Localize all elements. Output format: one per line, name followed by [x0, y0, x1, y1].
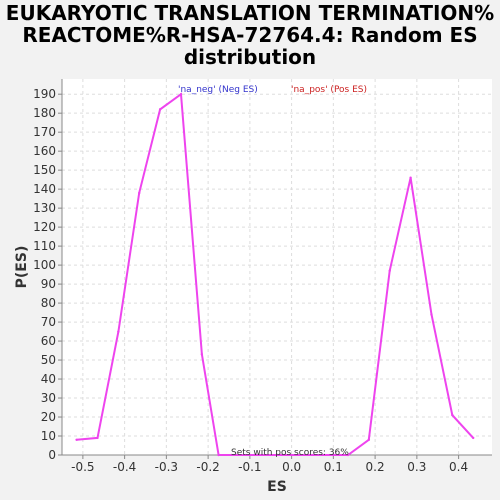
data-point-0-0: [75, 438, 78, 442]
y-tick-label-10: 100: [33, 258, 56, 272]
data-point-0-11: [409, 176, 412, 179]
title-line-2: REACTOME%R-HSA-72764.4: Random ES: [22, 23, 478, 47]
legend-item-1: 'na_pos' (Pos ES): [291, 85, 367, 95]
y-tick-label-9: 90: [41, 277, 56, 291]
y-tick-label-7: 70: [41, 315, 56, 329]
x-tick-label-7: 0.2: [366, 460, 385, 474]
data-point-0-5: [179, 92, 183, 96]
y-tick-label-13: 130: [33, 201, 56, 215]
x-tick-label-5: 0.0: [282, 460, 301, 474]
data-point-0-14: [472, 436, 475, 440]
data-point-0-12: [430, 313, 433, 316]
y-tick-label-2: 20: [41, 410, 56, 424]
data-point-0-6: [200, 353, 204, 356]
y-tick-label-12: 120: [33, 220, 56, 234]
x-tick-label-8: 0.3: [407, 460, 426, 474]
y-tick-label-6: 60: [41, 334, 56, 348]
x-axis-label: ES: [267, 479, 287, 495]
y-tick-label-19: 190: [33, 87, 56, 101]
y-tick-label-15: 150: [33, 163, 56, 177]
y-tick-label-11: 110: [33, 239, 56, 253]
y-tick-label-5: 50: [41, 353, 56, 367]
data-point-0-9: [367, 438, 371, 442]
x-tick-label-2: -0.3: [155, 460, 178, 474]
data-point-0-13: [451, 413, 454, 417]
x-tick-label-9: 0.4: [449, 460, 468, 474]
y-tick-label-16: 160: [33, 144, 56, 158]
title-line-3: distribution: [183, 45, 317, 69]
y-tick-label-1: 10: [41, 429, 56, 443]
chart-title: EUKARYOTIC TRANSLATION TERMINATION% REAC…: [0, 2, 500, 68]
y-tick-label-17: 170: [33, 125, 56, 139]
x-tick-label-6: 0.1: [324, 460, 343, 474]
axes: -0.5 -0.4 -0.3 -0.2 -0.1 0.0 0.1 0.2 0.3 0.4 0 10 20…: [33, 79, 492, 474]
series-layer: [75, 92, 475, 457]
y-tick-label-8: 80: [41, 296, 56, 310]
data-point-0-2: [117, 330, 120, 333]
data-point-0-4: [158, 108, 162, 111]
title-line-1: EUKARYOTIC TRANSLATION TERMINATION%: [5, 1, 495, 25]
legend-item-0: 'na_neg' (Neg ES): [178, 85, 258, 95]
y-tick-label-18: 180: [33, 106, 56, 120]
y-tick-label-14: 140: [33, 182, 56, 196]
y-tick-label-0: 0: [48, 448, 56, 462]
pos-score-annotation: Sets with pos scores: 36%: [231, 448, 349, 458]
y-tick-label-4: 40: [41, 372, 56, 386]
y-tick-label-3: 30: [41, 391, 56, 405]
x-tick-label-4: -0.1: [238, 460, 261, 474]
plot-area: [62, 79, 492, 455]
data-point-0-1: [96, 436, 99, 440]
legend: 'na_neg' (Neg ES) 'na_pos' (Pos ES): [178, 85, 367, 95]
x-tick-label-1: -0.4: [113, 460, 136, 474]
data-point-0-10: [388, 269, 391, 272]
data-point-0-3: [138, 191, 141, 195]
x-tick-label-3: -0.2: [196, 460, 219, 474]
data-point-0-7: [217, 453, 220, 457]
data-point-0-8: [346, 453, 350, 457]
x-tick-label-0: -0.5: [71, 460, 94, 474]
y-axis-label: P(ES): [14, 246, 30, 289]
